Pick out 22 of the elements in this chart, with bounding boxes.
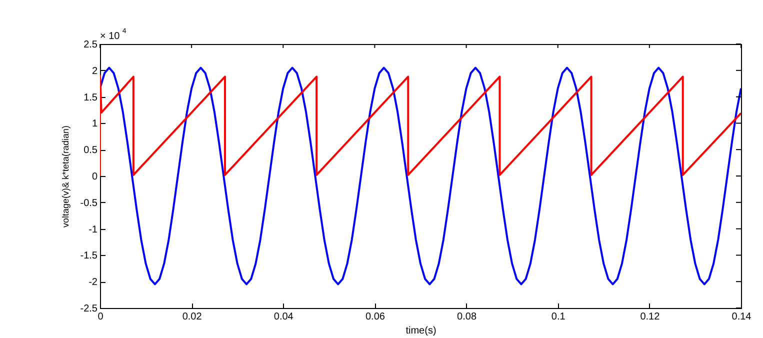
- y-tick-label: 0.5: [84, 145, 98, 156]
- x-tick-label: 0.06: [365, 312, 386, 322]
- y-tick-label: -1: [88, 224, 98, 236]
- x-tick-label: 0.1: [551, 312, 566, 322]
- x-tick-label: 0.14: [732, 312, 752, 322]
- y-tick-label: -0.5: [80, 198, 98, 209]
- x-tick-label: 0.12: [640, 312, 660, 322]
- x-tick-label: 0.04: [274, 312, 294, 322]
- y-tick-label: -1.5: [80, 250, 98, 262]
- y-tick-label: 2.5: [84, 40, 98, 50]
- line-series: [100, 66, 741, 286]
- x-axis-title: time(s): [406, 326, 436, 336]
- y-tick-label: 2: [92, 66, 98, 77]
- y-axis-title: voltage(v)& k*teta(radian): [60, 125, 70, 228]
- y-tick-label: 1.5: [84, 92, 98, 104]
- x-tick-label: 0.08: [457, 312, 477, 322]
- line-series: [100, 74, 741, 177]
- y-tick-label: -2: [88, 277, 98, 288]
- y-tick-label: 0: [92, 172, 98, 182]
- y-tick-label: 1: [92, 118, 98, 130]
- x-tick-label: 0.02: [182, 312, 202, 322]
- y-tick-label: -2.5: [80, 304, 98, 314]
